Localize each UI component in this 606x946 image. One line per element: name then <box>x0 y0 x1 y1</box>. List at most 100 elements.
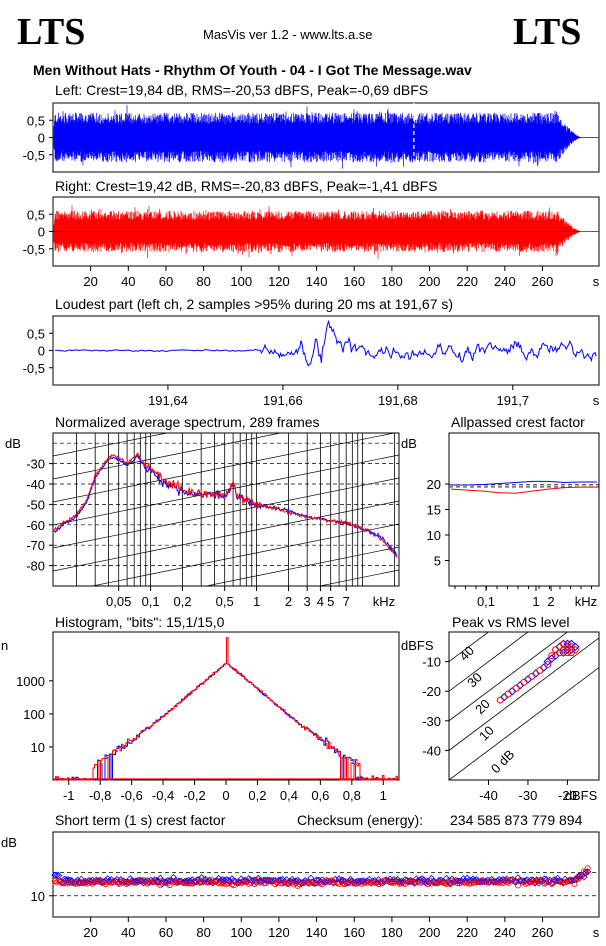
short-term-point-l <box>156 874 164 882</box>
spectrum-series-0 <box>53 454 398 556</box>
short-term-xtick-1: 40 <box>121 925 135 940</box>
short-term-point-l <box>418 875 426 883</box>
spectrum-ylabel: dB <box>5 436 21 451</box>
short-term-xtick-7: 160 <box>343 925 365 940</box>
left-waveform-signal <box>53 105 598 169</box>
peak-rms-point-l-8 <box>543 657 552 666</box>
short-term-point-l <box>326 878 334 886</box>
short-term-point-l <box>53 871 61 879</box>
crest-xtick-0: 0,1 <box>477 594 495 609</box>
right-xtick-2: 60 <box>159 274 173 289</box>
short-term-point-l <box>297 879 306 887</box>
histogram-xtick-5: 0 <box>222 788 229 803</box>
spectrum-xtick-6: 3 <box>304 594 311 609</box>
short-term-point-l <box>290 877 298 885</box>
short-term-point-r <box>234 878 241 885</box>
spectrum-diagonal-11 <box>53 433 396 503</box>
histogram-xtick-2: -0,6 <box>120 788 142 803</box>
short-term-xtick-3: 80 <box>196 925 210 940</box>
short-term-point-l <box>399 878 407 886</box>
short-term-point-r <box>381 877 388 884</box>
loudest-ytick-2: -0,5 <box>23 361 45 376</box>
spectrum-xtick-0: 0,05 <box>106 594 131 609</box>
peak-rms-point-l-5 <box>555 642 564 652</box>
short-term-ylabel: dB <box>1 835 17 850</box>
short-term-point-l <box>490 878 498 886</box>
loudest-part-title: Loudest part (left ch, 2 samples >95% du… <box>55 296 454 312</box>
checksum-label: Checksum (energy): <box>297 812 424 828</box>
histogram-ytick-1: 100 <box>23 707 45 722</box>
right-xtick-10: 220 <box>456 274 478 289</box>
loudest-xtick-0: 191,64 <box>148 393 188 408</box>
histogram-xtick-8: 0,6 <box>311 788 329 803</box>
peak-rms-xunit: dBFS <box>565 788 598 803</box>
short-term-point-r <box>432 880 439 887</box>
histogram-xtick-4: -0,2 <box>183 788 205 803</box>
peak-rms-point-r-5 <box>552 646 560 654</box>
peak-rms-point-r-4 <box>563 649 571 657</box>
short-term-point-l <box>375 876 383 884</box>
crest-ylabel: dB <box>401 436 417 451</box>
left-waveform-ytick-2: -0,5 <box>23 148 45 163</box>
app-title: MasVis ver 1.2 - www.lts.a.se <box>203 27 373 42</box>
short-term-point-l <box>574 872 582 880</box>
spectrum-grid <box>53 433 399 586</box>
peak-rms-diagonal-2 <box>449 632 569 722</box>
short-term-point-r <box>490 878 497 885</box>
peak-rms-xtick-0: -40 <box>479 788 498 803</box>
short-term-point-r <box>571 881 578 888</box>
short-term-point-l <box>478 877 486 885</box>
short-term-point-l <box>380 877 388 886</box>
short-term-frame <box>52 831 600 918</box>
peak-rms-point-l-14 <box>500 692 509 702</box>
spectrum-xtick-7: 4 <box>317 594 324 609</box>
spectrum-diagonal-13 <box>53 477 399 549</box>
peak-rms-point-l-10 <box>531 669 541 678</box>
right-waveform-title: Right: Crest=19,42 dB, RMS=-20,83 dBFS, … <box>55 178 438 194</box>
short-term-point-l <box>563 877 571 885</box>
crest-ytick-2: 10 <box>427 528 441 543</box>
short-term-ytick-0: 10 <box>31 889 45 904</box>
short-term-xtick-9: 200 <box>419 925 441 940</box>
peak-rms-point-r-8 <box>536 666 544 674</box>
histogram-ytick-2: 10 <box>31 740 45 755</box>
right-xtick-8: 180 <box>381 274 403 289</box>
short-term-point-l <box>540 875 548 883</box>
loudest-signal <box>54 319 597 367</box>
peak-rms-diagonal-3 <box>449 637 599 751</box>
peak-rms-point-r-6 <box>548 652 556 660</box>
crest-xtick-1: 1 <box>532 594 539 609</box>
short-term-point-l <box>277 876 285 884</box>
peak-rms-xtick-1: -30 <box>519 788 538 803</box>
histogram-xtick-3: -0,4 <box>152 788 174 803</box>
short-term-point-l <box>256 877 264 885</box>
short-term-point-r <box>151 878 158 885</box>
spectrum-xtick-4: 1 <box>253 594 260 609</box>
short-term-point-l <box>584 868 592 876</box>
short-term-point-l <box>339 876 347 884</box>
short-term-point-r <box>473 879 480 886</box>
spectrum-diagonal-8 <box>53 433 55 434</box>
short-term-point-l <box>582 869 590 877</box>
peak-rms-point-r-12 <box>504 690 512 698</box>
peak-rms-ytick-3: -40 <box>422 743 441 758</box>
short-term-point-l <box>392 877 400 885</box>
short-term-point-l <box>554 874 562 882</box>
short-term-point-l <box>143 877 151 885</box>
peak-rms-ylabel: dBFS <box>401 638 434 653</box>
peak-rms-point-l-12 <box>515 681 525 690</box>
peak-rms-point-r-16 <box>571 646 579 654</box>
spectrum-series-1 <box>53 452 398 559</box>
spectrum-diagonal-16 <box>204 546 399 586</box>
right-xtick-11: 240 <box>494 274 516 289</box>
short-term-point-l <box>217 877 225 885</box>
peak-rms-diag-label-0: 40 <box>456 643 477 664</box>
peak-rms-title: Peak vs RMS level <box>452 614 570 630</box>
short-term-point-l <box>570 876 579 884</box>
crest-xtick-2: 2 <box>547 594 554 609</box>
short-term-point-l <box>427 874 435 883</box>
histogram-xtick-6: 0,2 <box>248 788 266 803</box>
short-term-point-l <box>254 874 262 882</box>
short-term-xtick-2: 60 <box>159 925 173 940</box>
short-term-xtick-4: 100 <box>230 925 252 940</box>
